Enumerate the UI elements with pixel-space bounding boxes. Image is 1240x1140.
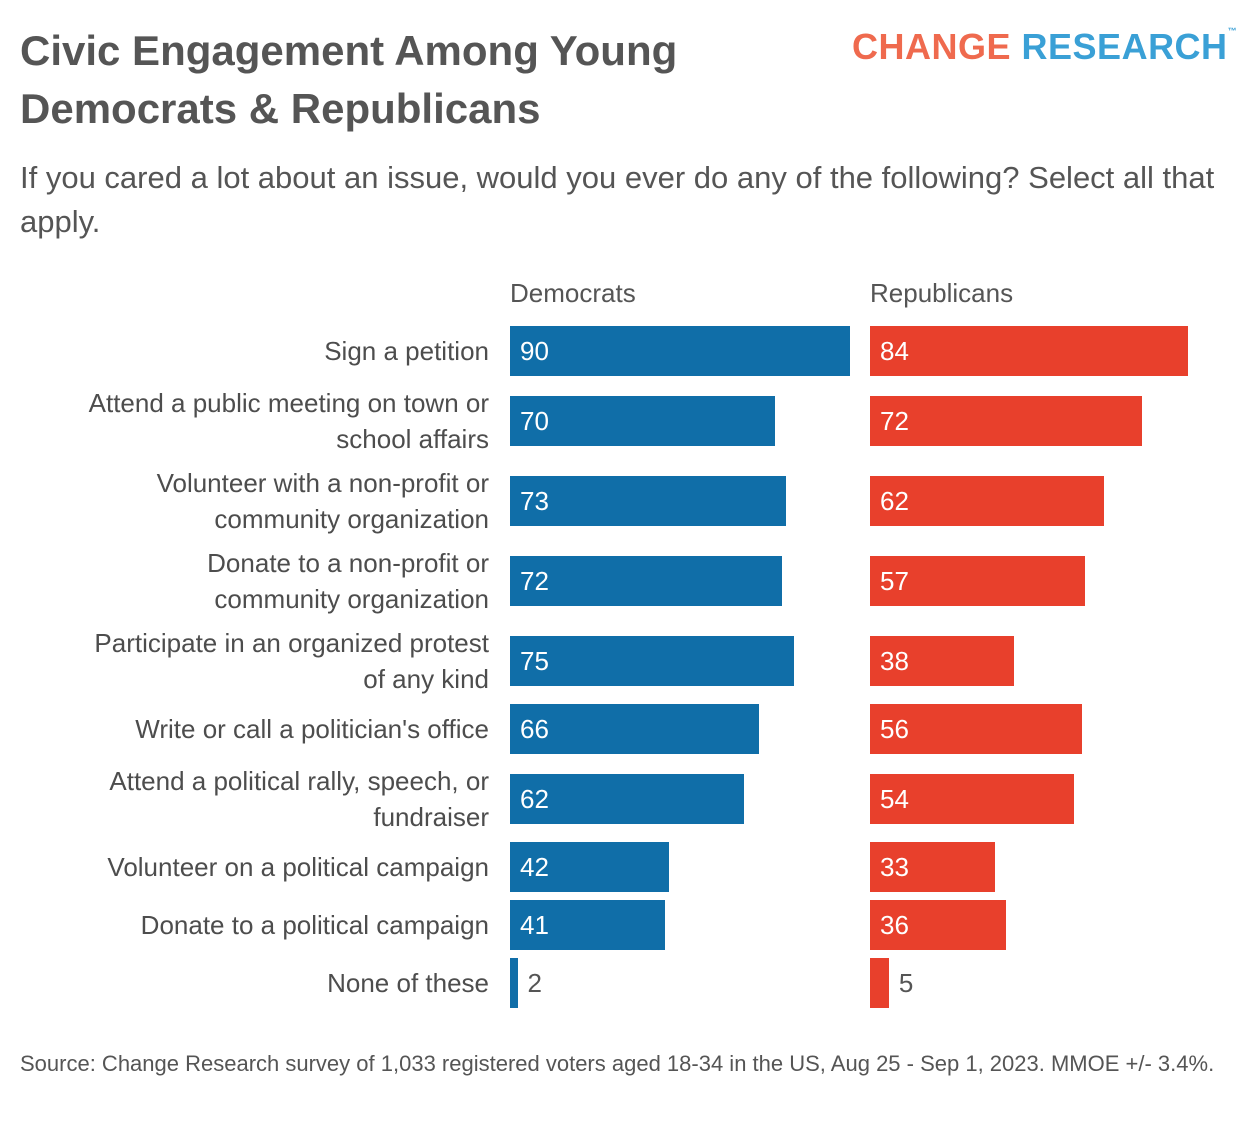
republicans-bar (870, 396, 1143, 446)
data-label: 57 (880, 566, 909, 596)
data-label: 5 (898, 968, 914, 998)
chart-subtitle: If you cared a lot about an issue, would… (20, 160, 1215, 239)
democrats-bar (510, 476, 786, 526)
republicans-bar (870, 326, 1188, 376)
data-label: 54 (880, 784, 909, 814)
democrats-bar (510, 326, 851, 376)
data-label: 38 (880, 646, 909, 676)
republicans-bar (870, 556, 1086, 606)
data-label: 36 (880, 910, 909, 940)
republicans-bar (870, 842, 995, 892)
data-label: 73 (520, 486, 549, 516)
data-label: 90 (520, 336, 549, 366)
data-label: 75 (520, 646, 549, 676)
category-label: Volunteer with a non-profit or community… (156, 468, 489, 534)
democrats-bar (510, 958, 518, 1008)
democrats-bar (510, 842, 669, 892)
change-research-logo: CHANGE RESEARCH™ (852, 26, 1238, 67)
data-label: 33 (880, 852, 909, 882)
democrats-bar (510, 396, 775, 446)
data-label: 56 (880, 714, 909, 744)
republicans-bar (870, 704, 1082, 754)
data-label: 66 (520, 714, 549, 744)
republicans-bar (870, 636, 1014, 686)
data-label: 41 (520, 910, 549, 940)
democrats-bar (510, 636, 794, 686)
legend-democrats: Democrats (510, 278, 636, 308)
category-label: Attend a public meeting on town or schoo… (88, 388, 489, 454)
democrats-bar (510, 556, 783, 606)
data-label: 2 (527, 968, 543, 998)
category-label: Donate to a non-profit or community orga… (207, 548, 489, 614)
democrats-bar (510, 774, 745, 824)
democrats-bar (510, 900, 665, 950)
data-label: 70 (520, 406, 549, 436)
republicans-bar (870, 476, 1105, 526)
data-label: 42 (520, 852, 549, 882)
republicans-bar (870, 774, 1075, 824)
republicans-bar (870, 958, 889, 1008)
data-label: 62 (520, 784, 549, 814)
data-label: 72 (880, 406, 909, 436)
category-label: Write or call a politician's office (135, 714, 489, 744)
category-label: Donate to a political campaign (140, 910, 489, 940)
legend-republicans: Republicans (870, 278, 1014, 308)
category-label: Volunteer on a political campaign (107, 852, 489, 882)
category-label: None of these (327, 968, 489, 998)
republicans-bar (870, 900, 1007, 950)
source-note: Source: Change Research survey of 1,033 … (20, 1051, 1215, 1076)
data-label: 84 (880, 336, 909, 366)
category-label: Participate in an organized protest of a… (94, 628, 489, 694)
data-label: 62 (880, 486, 909, 516)
chart-title: Civic Engagement Among Young Democrats &… (20, 27, 678, 132)
category-label: Sign a petition (324, 336, 489, 366)
data-label: 72 (520, 566, 549, 596)
category-label: Attend a political rally, speech, or fun… (109, 766, 489, 832)
democrats-bar (510, 704, 760, 754)
